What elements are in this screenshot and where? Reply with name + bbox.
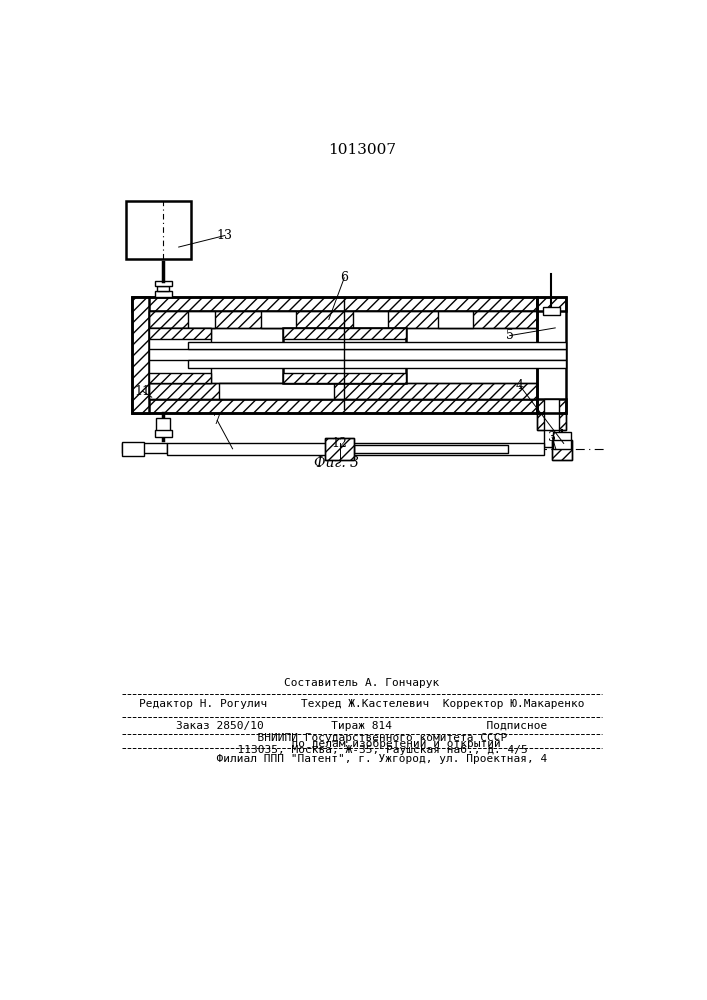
Bar (167, 443, 544, 455)
Bar (149, 328, 211, 339)
Text: 13: 13 (217, 229, 233, 242)
Text: по делам изобретений и открытий: по делам изобретений и открытий (223, 738, 501, 749)
Text: Филиал ППП "Патент", г. Ужгород, ул. Проектная, 4: Филиал ППП "Патент", г. Ужгород, ул. Про… (176, 754, 548, 764)
Text: 6: 6 (340, 271, 349, 284)
Text: ВНИИПИ Государственного комитета СССР: ВНИИПИ Государственного комитета СССР (217, 733, 507, 743)
Bar (438, 311, 473, 328)
Bar (261, 311, 296, 328)
Bar (149, 328, 211, 383)
Bar (537, 297, 566, 311)
Bar (325, 438, 354, 460)
Bar (155, 291, 172, 297)
Bar (188, 311, 215, 328)
Bar (132, 399, 537, 413)
Bar (132, 297, 149, 413)
Bar (188, 360, 566, 368)
Text: 4: 4 (516, 379, 524, 392)
Bar (537, 413, 566, 430)
Bar (156, 418, 170, 432)
Text: 5: 5 (506, 329, 514, 342)
Text: Составитель А. Гончарук: Составитель А. Гончарук (284, 678, 440, 688)
Bar (537, 413, 566, 430)
Bar (537, 399, 566, 413)
Bar (544, 399, 559, 447)
Bar (283, 373, 406, 383)
Bar (354, 445, 508, 453)
Bar (155, 281, 172, 286)
Bar (149, 311, 537, 328)
Bar (325, 438, 354, 460)
Bar (149, 383, 537, 399)
Bar (155, 430, 172, 437)
Bar (149, 311, 537, 399)
Bar (553, 432, 571, 449)
Bar (552, 440, 572, 460)
Bar (149, 311, 537, 328)
Bar (537, 297, 566, 413)
Bar (543, 307, 560, 315)
Bar (122, 442, 144, 456)
Bar (132, 297, 537, 311)
Text: 12: 12 (332, 437, 348, 450)
Text: Редактор Н. Рогулич     Техред Ж.Кастелевич  Корректор Ю.Макаренко: Редактор Н. Рогулич Техред Ж.Кастелевич … (139, 699, 585, 709)
Bar (149, 383, 537, 399)
Text: Фиг. 3: Фиг. 3 (314, 456, 359, 470)
Bar (157, 286, 170, 291)
Text: 11: 11 (134, 385, 151, 398)
Bar (283, 328, 406, 383)
Bar (149, 373, 211, 383)
Bar (354, 311, 388, 328)
Text: 3: 3 (548, 431, 556, 444)
Text: 1013007: 1013007 (328, 143, 396, 157)
Bar (132, 297, 537, 413)
Bar (122, 443, 167, 453)
Bar (552, 440, 572, 460)
Bar (218, 383, 334, 399)
Bar (149, 349, 566, 360)
Text: 7: 7 (214, 414, 221, 427)
Text: Заказ 2850/10          Тираж 814              Подписное: Заказ 2850/10 Тираж 814 Подписное (176, 721, 548, 731)
Text: 113035, Москва, Ж-35, Раушская наб., д. 4/5: 113035, Москва, Ж-35, Раушская наб., д. … (197, 745, 527, 755)
Bar (283, 328, 406, 339)
Bar (126, 201, 191, 259)
Bar (188, 342, 566, 349)
